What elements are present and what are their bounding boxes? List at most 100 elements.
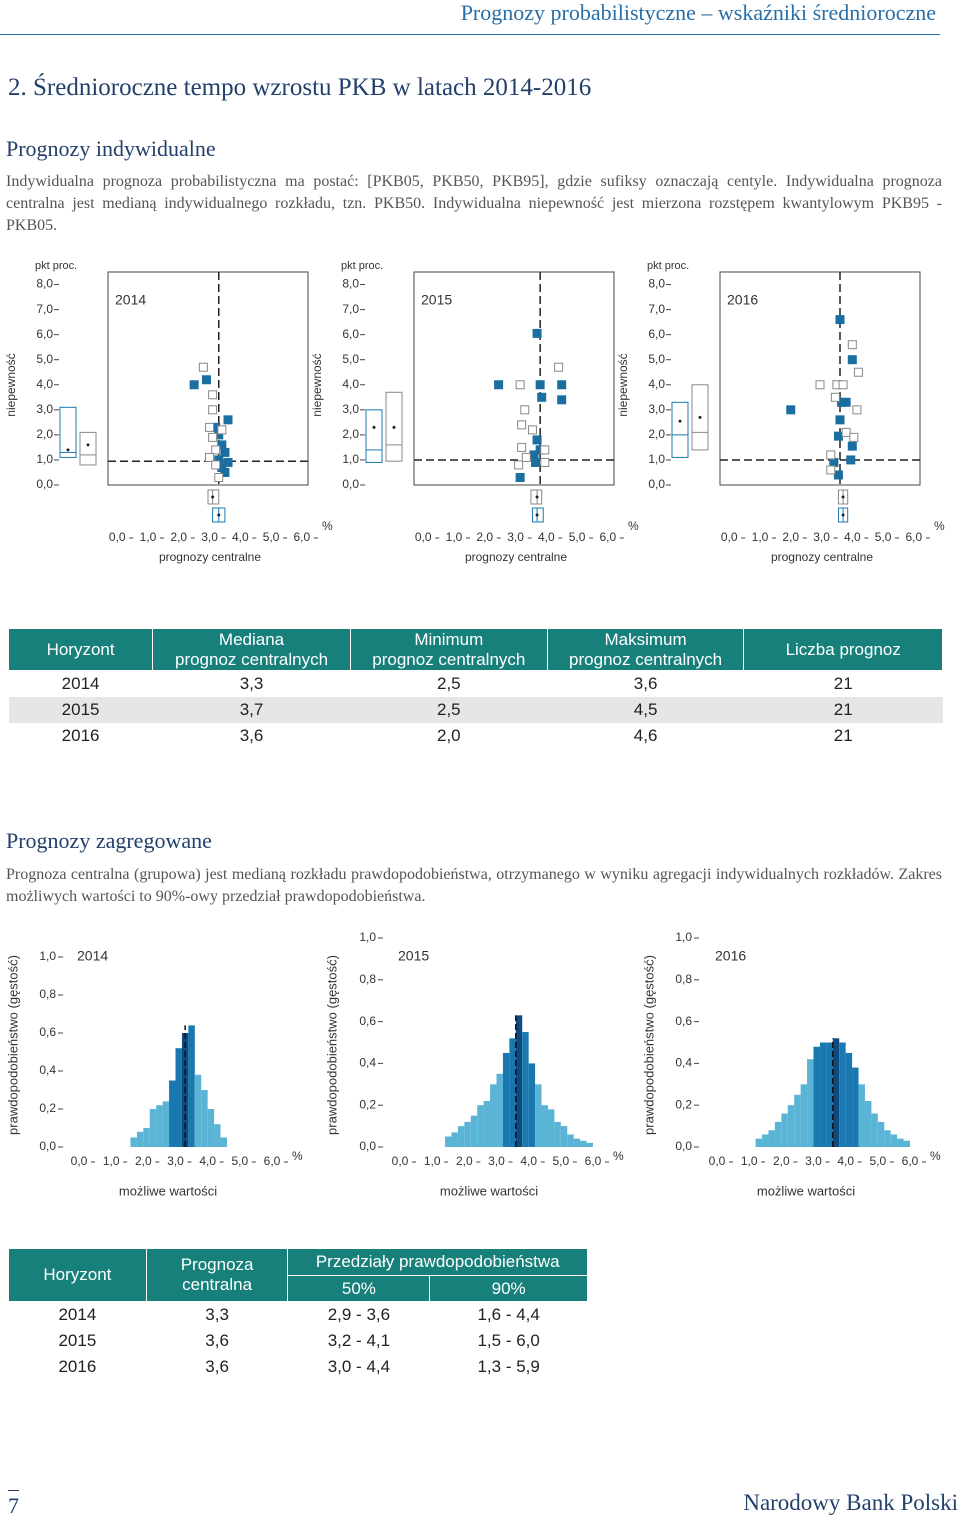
table-row: 2015 3,7 2,5 4,5 21 bbox=[8, 697, 943, 723]
bar bbox=[194, 1074, 202, 1147]
point bbox=[835, 315, 845, 325]
plot-frame bbox=[413, 271, 615, 486]
box-mean bbox=[66, 448, 70, 452]
box bbox=[671, 401, 689, 458]
point bbox=[217, 425, 227, 435]
bar bbox=[774, 1121, 782, 1147]
x-tick-label: 4,0 bbox=[837, 1154, 854, 1168]
bar bbox=[220, 1137, 227, 1147]
x-tick-label: 4,0 bbox=[844, 530, 861, 544]
bar bbox=[768, 1130, 775, 1147]
x-tick-label: 3,0 bbox=[488, 1154, 505, 1168]
point bbox=[517, 442, 527, 452]
y-tick-label: 0,2 bbox=[675, 1097, 692, 1111]
x-tick-label: 3,0 bbox=[201, 530, 218, 544]
table-cell: 2014 bbox=[61, 674, 100, 693]
point bbox=[205, 422, 215, 432]
y-tick-label: 0,6 bbox=[39, 1025, 56, 1039]
table-cell: 4,5 bbox=[547, 697, 744, 723]
point bbox=[853, 367, 863, 377]
point bbox=[205, 452, 215, 462]
y-tick-label: 0,0 bbox=[39, 1139, 56, 1153]
y-tick-label: 8,0 bbox=[648, 277, 665, 291]
y-tick-label: 0,6 bbox=[675, 1014, 692, 1028]
y-tick-label: 0,4 bbox=[675, 1056, 692, 1070]
x-tick-label: 4,0 bbox=[538, 530, 555, 544]
page-number: 7 bbox=[8, 1490, 19, 1519]
chart-title: 2015 bbox=[398, 948, 429, 964]
point bbox=[537, 392, 547, 402]
x-tick-label: 2,0 bbox=[170, 530, 187, 544]
plot-frame bbox=[719, 271, 921, 486]
x-axis-title: prognozy centralne bbox=[159, 550, 261, 564]
point bbox=[847, 340, 857, 350]
point bbox=[189, 380, 199, 390]
x-axis-title: możliwe wartości bbox=[757, 1183, 855, 1198]
bar bbox=[864, 1101, 872, 1147]
point bbox=[211, 460, 221, 470]
y-tick-label: 0,0 bbox=[36, 477, 53, 491]
box-mean bbox=[678, 419, 682, 423]
point bbox=[833, 431, 843, 441]
table-row: 2016 3,6 2,0 4,6 21 bbox=[9, 723, 943, 749]
subsection-heading: Prognozy indywidualne bbox=[6, 136, 216, 161]
x-tick-label: 5,0 bbox=[875, 530, 892, 544]
point bbox=[220, 447, 230, 457]
x-tick-label: 5,0 bbox=[231, 1154, 248, 1168]
x-tick-label: 4,0 bbox=[232, 530, 249, 544]
bar bbox=[884, 1130, 891, 1147]
x-tick-label: 0,0 bbox=[71, 1154, 88, 1168]
bar bbox=[573, 1138, 581, 1147]
box-mean bbox=[535, 495, 539, 499]
bar bbox=[755, 1138, 763, 1147]
point bbox=[529, 450, 539, 460]
table-cell: 1,6 - 4,4 bbox=[477, 1305, 540, 1324]
y-tick-label: 1,0 bbox=[675, 930, 692, 944]
bar bbox=[457, 1126, 465, 1147]
chart-title: 2016 bbox=[715, 948, 746, 964]
y-tick-label: 2,0 bbox=[342, 427, 359, 441]
box-mean bbox=[698, 415, 702, 419]
x-tick-label: 0,0 bbox=[415, 530, 432, 544]
x-tick-label: 0,0 bbox=[392, 1154, 409, 1168]
bar bbox=[214, 1124, 221, 1147]
table-cell: 3,3 bbox=[205, 1305, 229, 1324]
section-title: 2. Średnioroczne tempo wzrostu PKB w lat… bbox=[8, 74, 592, 101]
point bbox=[847, 441, 857, 451]
table-cell: 2016 bbox=[61, 726, 100, 745]
point bbox=[852, 405, 862, 415]
y-tick-label: 1,0 bbox=[36, 452, 53, 466]
bar bbox=[477, 1105, 484, 1147]
table-header: Maksimum prognoz centralnych bbox=[546, 628, 745, 671]
point bbox=[531, 457, 541, 467]
y-tick-label: 0,2 bbox=[39, 1101, 56, 1115]
table-cell: 3,6 bbox=[239, 726, 264, 745]
y-axis-title: prawdopodobieństwo (gęstość) bbox=[641, 955, 656, 1135]
table-cell: 21 bbox=[833, 674, 853, 693]
bar bbox=[871, 1113, 878, 1147]
chart-title: 2014 bbox=[115, 292, 146, 308]
x-tick-label: 2,0 bbox=[476, 530, 493, 544]
point bbox=[554, 362, 564, 372]
y-tick-label: 6,0 bbox=[342, 327, 359, 341]
bar bbox=[149, 1109, 157, 1147]
bar bbox=[130, 1137, 137, 1147]
x-tick-label: 0,0 bbox=[721, 530, 738, 544]
header-rule bbox=[0, 34, 940, 35]
box-mean bbox=[86, 443, 90, 447]
table-subheader: 50% bbox=[287, 1275, 431, 1302]
bar bbox=[800, 1084, 808, 1147]
y-axis-title: niepewność bbox=[4, 353, 18, 416]
point bbox=[826, 465, 836, 475]
table-cell: 2,5 bbox=[350, 697, 548, 723]
x-unit: % bbox=[628, 519, 639, 533]
x-axis-title: możliwe wartości bbox=[119, 1183, 217, 1198]
x-tick-label: 3,0 bbox=[805, 1154, 822, 1168]
table-header: Przedziały prawdopodobieństwa bbox=[287, 1248, 588, 1276]
x-tick-label: 1,0 bbox=[741, 1154, 758, 1168]
y-tick-label: 4,0 bbox=[342, 377, 359, 391]
box-mean bbox=[217, 513, 221, 517]
bar bbox=[826, 1042, 833, 1147]
